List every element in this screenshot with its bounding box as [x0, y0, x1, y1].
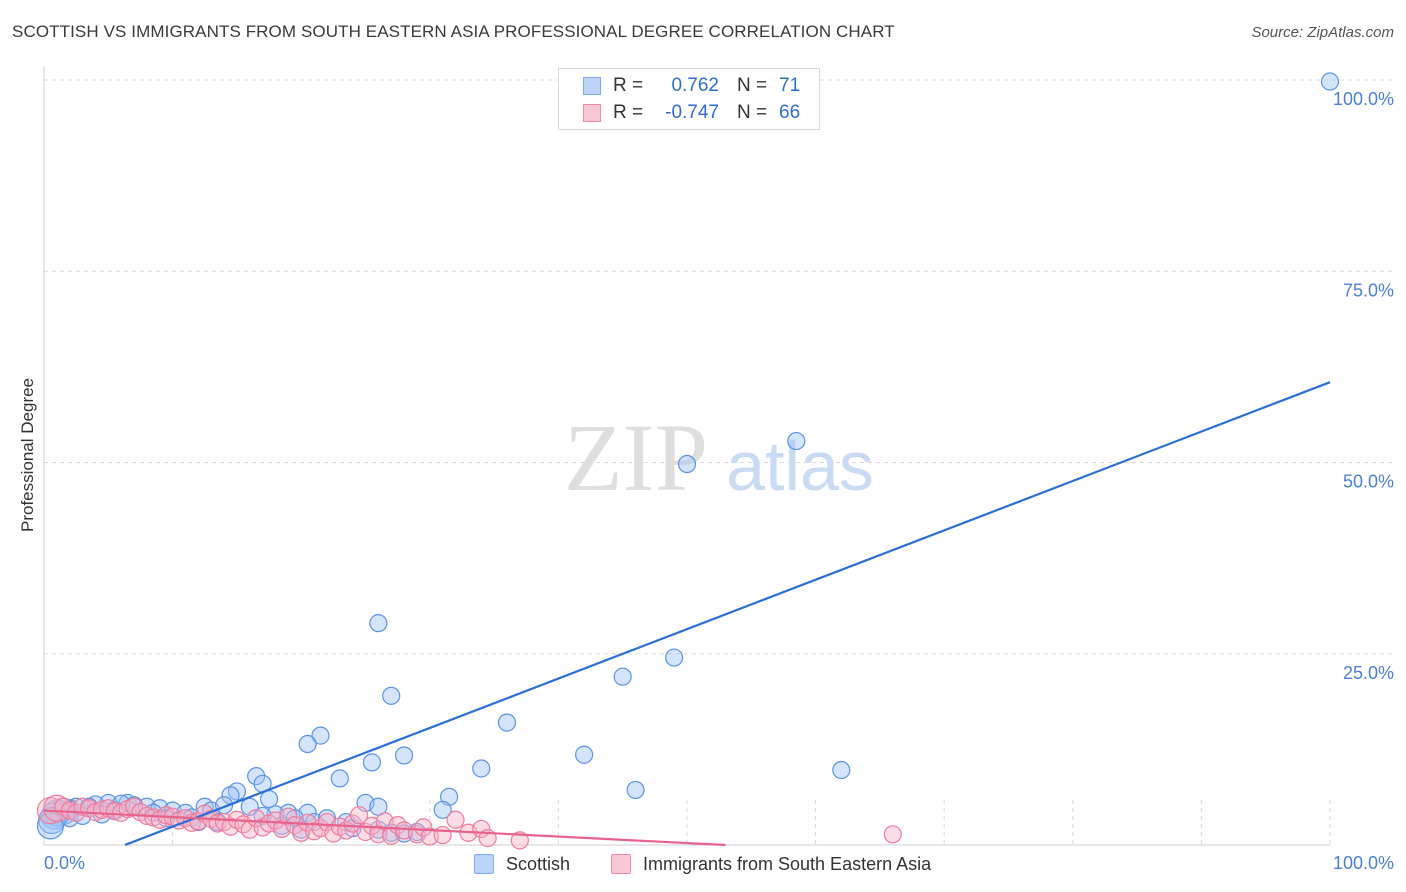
bottom-legend-label-scottish: Scottish — [506, 853, 571, 874]
bottom-legend-scottish: Scottish — [474, 852, 570, 876]
scottish-point — [298, 734, 317, 754]
scottish-point — [330, 769, 349, 788]
legend-r-value: 0.762 — [671, 75, 719, 96]
trend-lines — [43, 381, 1331, 847]
scottish-point — [1320, 72, 1340, 91]
immigrants-trend-line — [43, 809, 726, 847]
legend-r-label: R = — [613, 102, 644, 123]
scottish-point — [677, 454, 697, 474]
y-tick-label: 50.0% — [1343, 472, 1394, 492]
bottom-legend-immigrants: Immigrants from South Eastern Asia — [611, 852, 931, 876]
axes — [43, 66, 1330, 846]
legend-r-value: -0.747 — [665, 102, 719, 123]
scottish-point — [787, 431, 806, 451]
legend-swatch-immigrants — [583, 104, 601, 122]
x-tick-label: 0.0% — [44, 853, 85, 873]
bottom-legend-swatch-scottish — [474, 854, 494, 874]
scottish-point — [832, 760, 851, 780]
scottish-point — [317, 809, 337, 828]
scottish-point — [665, 648, 684, 667]
immigrants-point — [433, 825, 452, 845]
immigrants-point — [510, 831, 529, 850]
x-tick-label: 100.0% — [1333, 853, 1394, 873]
scottish-point — [575, 745, 594, 764]
scottish-point — [472, 759, 491, 778]
legend-r-label: R = — [613, 75, 644, 96]
bottom-legend-label-immigrants: Immigrants from South Eastern Asia — [643, 853, 932, 874]
chart-title: SCOTTISH VS IMMIGRANTS FROM SOUTH EASTER… — [12, 22, 895, 41]
scottish-point — [259, 789, 279, 809]
legend-n-value: 66 — [779, 102, 801, 123]
watermark: ZIP atlas — [564, 404, 874, 511]
bottom-legend-swatch-immigrants — [611, 854, 631, 874]
scottish-point — [394, 746, 414, 765]
legend-row-scottish: R = 0.762 N = 71 — [583, 75, 800, 97]
immigrants-point — [349, 806, 369, 825]
correlation-legend: R = 0.762 N = 71 R = -0.747 N = 66 — [558, 68, 820, 130]
scottish-point — [382, 686, 401, 705]
tick-labels: 25.0% 50.0% 75.0% 100.0% 0.0% 100.0% — [44, 89, 1394, 873]
scottish-point — [311, 726, 330, 745]
legend-row-immigrants: R = -0.747 N = 66 — [583, 102, 800, 124]
watermark-zip: ZIP — [564, 404, 708, 511]
y-tick-label: 75.0% — [1343, 280, 1394, 300]
immigrants-point — [446, 810, 465, 829]
y-tick-label: 25.0% — [1343, 663, 1394, 683]
scottish-point — [433, 800, 452, 819]
scottish-point — [626, 780, 645, 800]
legend-n-label: N = — [737, 75, 768, 96]
source-label: Source: ZipAtlas.com — [1251, 24, 1394, 41]
scottish-point — [362, 753, 382, 772]
gridlines — [44, 79, 1394, 845]
scottish-point — [36, 812, 65, 840]
scottish-point — [497, 713, 517, 732]
legend-n-label: N = — [737, 102, 768, 123]
scottish-trend-line — [124, 381, 1331, 847]
scottish-point — [613, 667, 632, 686]
immigrants-point — [414, 818, 433, 837]
watermark-atlas: atlas — [726, 427, 874, 505]
y-tick-label: 100.0% — [1333, 89, 1394, 109]
scottish-point — [369, 614, 388, 633]
scottish-points — [36, 72, 1340, 843]
legend-swatch-scottish — [583, 77, 601, 95]
immigrants-point — [883, 825, 902, 844]
legend-n-value: 71 — [779, 75, 801, 96]
